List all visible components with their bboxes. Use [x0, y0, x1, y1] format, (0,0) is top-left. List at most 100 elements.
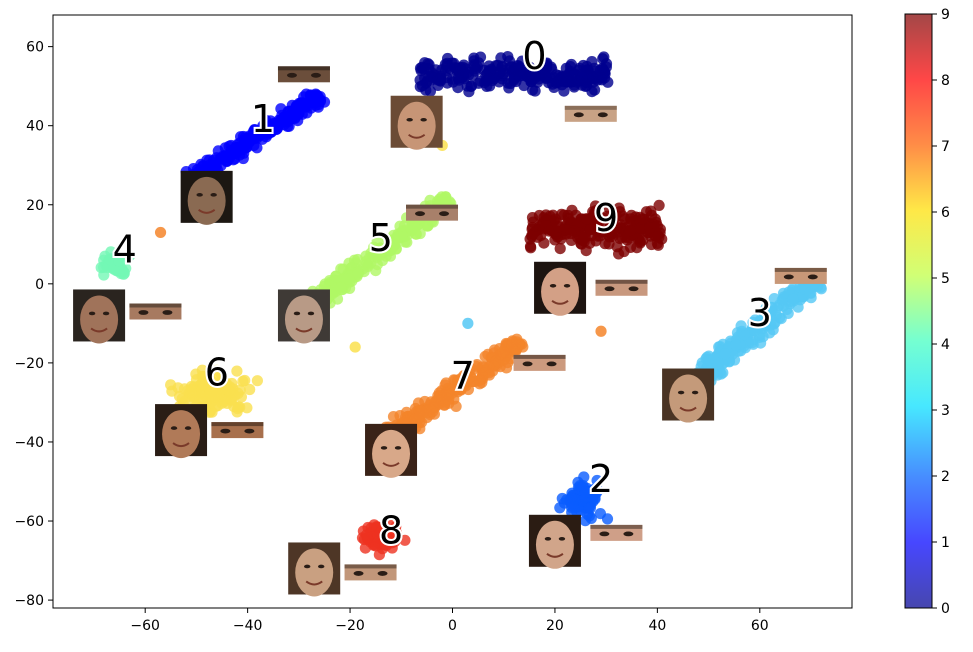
eye-left	[415, 211, 426, 217]
data-point	[113, 255, 125, 267]
eye-left	[220, 428, 231, 434]
face-thumbnail-face-cluster-7	[365, 423, 418, 478]
data-point	[422, 220, 434, 232]
data-point	[757, 331, 769, 343]
data-point	[476, 361, 488, 373]
cluster-label: 5	[369, 216, 393, 260]
data-point	[578, 231, 590, 243]
data-point	[601, 210, 613, 222]
eye-left	[353, 571, 364, 576]
data-point	[635, 222, 647, 234]
data-point	[502, 51, 514, 63]
face-thumbnail-eyes-cluster-5	[406, 204, 459, 221]
cluster-9-points	[524, 199, 668, 260]
colorbar-gradient	[904, 13, 933, 609]
data-point	[592, 222, 604, 234]
data-point	[239, 374, 251, 387]
colorbar-tick-label: 2	[941, 469, 950, 485]
face-shape	[535, 520, 574, 569]
data-point	[124, 250, 136, 262]
brow-band	[277, 66, 330, 71]
face-thumbnail-eyes-cluster-9	[595, 279, 648, 296]
data-point	[637, 234, 649, 246]
data-point	[493, 356, 505, 368]
data-point	[531, 231, 544, 243]
eye-left	[677, 390, 685, 395]
face-thumbnail-face-cluster-4	[73, 289, 126, 344]
data-point	[525, 242, 537, 254]
y-tick-label: −60	[14, 514, 44, 530]
data-point	[543, 77, 555, 89]
data-point	[730, 339, 742, 351]
data-point	[591, 474, 603, 487]
data-point-outlier	[595, 325, 607, 337]
data-point	[480, 75, 493, 87]
data-point	[232, 138, 244, 151]
eye-left	[604, 286, 615, 292]
data-point	[335, 282, 347, 294]
data-point	[634, 211, 646, 223]
eye-left	[293, 311, 301, 316]
data-point	[749, 325, 761, 337]
eye-right	[623, 531, 634, 537]
cluster-label: 7	[451, 354, 475, 398]
data-point	[187, 390, 199, 402]
cluster-label: 3	[748, 291, 772, 335]
face-thumbnail-face-cluster-0	[390, 95, 443, 150]
eye-left	[196, 193, 203, 197]
y-tick-label: 40	[26, 119, 44, 135]
y-tick-label: −40	[14, 435, 44, 451]
data-point	[450, 381, 462, 393]
eye-left	[599, 531, 610, 537]
mouth	[546, 552, 564, 558]
data-point	[360, 529, 372, 541]
cluster-label: 4	[113, 228, 137, 272]
mouth	[382, 462, 400, 467]
data-point	[234, 149, 246, 161]
data-point	[386, 542, 398, 554]
data-point	[804, 287, 816, 299]
data-point	[388, 229, 400, 241]
eye-right	[377, 571, 388, 576]
data-point	[567, 500, 579, 512]
data-point	[554, 502, 566, 514]
mouth	[90, 327, 108, 333]
eye-left	[522, 361, 533, 367]
x-tick-label: 0	[448, 618, 457, 634]
face-thumbnail-eyes-cluster-3	[774, 267, 827, 284]
colorbar-tick-label: 5	[941, 271, 950, 287]
data-point	[562, 212, 575, 225]
face-shape	[397, 101, 436, 150]
data-point	[290, 108, 302, 120]
data-point-outlier	[349, 341, 361, 353]
data-point	[254, 129, 266, 142]
face-thumbnail-eyes-cluster-6	[211, 422, 264, 439]
data-point	[428, 408, 440, 420]
brow-band	[129, 303, 182, 308]
data-point	[518, 79, 530, 92]
y-tick-label: 60	[26, 40, 44, 56]
face-thumbnail-face-cluster-9	[534, 261, 587, 316]
data-point	[624, 241, 637, 253]
data-point	[310, 89, 322, 101]
data-point	[781, 303, 793, 315]
brow-band	[595, 279, 648, 284]
brow-band	[211, 422, 264, 427]
data-point	[293, 97, 305, 109]
data-point	[449, 62, 461, 74]
x-tick-label: −20	[335, 618, 365, 634]
eye-left	[549, 283, 557, 288]
face-thumbnail-face-cluster-5	[277, 289, 330, 344]
data-point	[453, 74, 465, 86]
data-point	[343, 257, 355, 269]
data-point	[424, 194, 436, 206]
eye-right	[102, 311, 110, 316]
colorbar-tick-label: 3	[941, 403, 950, 419]
data-point	[231, 365, 243, 377]
face-thumbnail-eyes-cluster-1	[277, 66, 330, 83]
eye-right	[597, 112, 608, 118]
mouth	[305, 580, 323, 586]
data-point	[390, 521, 402, 533]
data-point	[492, 59, 504, 71]
data-point	[502, 357, 514, 369]
